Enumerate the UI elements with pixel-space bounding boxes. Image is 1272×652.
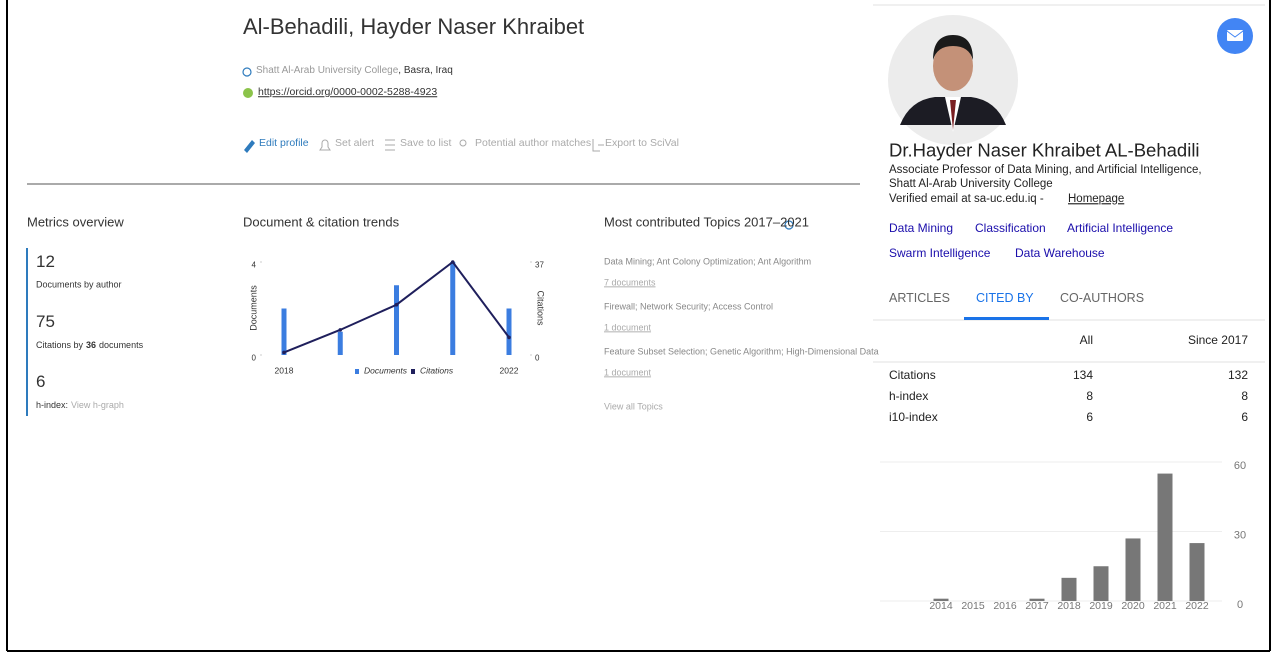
legend-swatch [411, 369, 415, 374]
bar [282, 309, 287, 356]
topic-count[interactable]: 1 document [604, 322, 652, 332]
x-tick-label: 2014 [929, 600, 953, 612]
table-cell: 8 [1241, 389, 1248, 403]
metrics-bar [26, 248, 28, 416]
bar [1094, 566, 1109, 601]
interest-link[interactable]: Classification [975, 221, 1046, 235]
metric-label-text: documents [99, 340, 144, 350]
table-header: Since 2017 [1188, 333, 1248, 347]
table-row-label: h-index [889, 389, 928, 403]
topic-count[interactable]: 1 document [604, 367, 652, 377]
line-point [395, 303, 399, 307]
topic-name: Data Mining; Ant Colony Optimization; An… [604, 256, 811, 266]
author-name: Al-Behadili, Hayder Naser Khraibet [243, 14, 584, 39]
line-point [451, 260, 455, 264]
metric-label-text: h-index: [36, 400, 68, 410]
action-button[interactable]: Save to list [400, 137, 451, 149]
table-cell: 8 [1086, 389, 1093, 403]
homepage-link[interactable]: Homepage [1068, 193, 1124, 205]
legend-label: Citations [420, 365, 454, 375]
bar [450, 262, 455, 355]
y-tick-label: 4 [252, 261, 257, 270]
active-tab-underline [964, 317, 1049, 320]
table-row-label: Citations [889, 368, 936, 382]
x-tick-label: 2015 [961, 600, 985, 612]
tab[interactable]: CITED BY [976, 291, 1034, 305]
scholar-position: Associate Professor of Data Mining, and … [889, 164, 1202, 176]
bar [1190, 543, 1205, 601]
view-all-topics[interactable]: View all Topics [604, 401, 663, 411]
x-tick-label: 2018 [275, 365, 294, 375]
x-tick-label: 2022 [1185, 600, 1209, 612]
x-tick-label: 2020 [1121, 600, 1145, 612]
table-header: All [1080, 333, 1093, 347]
interest-link[interactable]: Data Mining [889, 221, 953, 235]
bar [394, 285, 399, 355]
metric-value: 12 [36, 252, 55, 271]
interest-link[interactable]: Swarm Intelligence [889, 246, 991, 260]
legend-label: Documents [364, 365, 408, 375]
page: Al-Behadili, Hayder Naser Khraibet Shatt … [0, 0, 1272, 652]
y2-tick-label: 37 [535, 261, 544, 270]
orcid-icon [243, 88, 253, 98]
bar [507, 309, 512, 356]
tab[interactable]: CO-AUTHORS [1060, 291, 1144, 305]
action-button[interactable]: Potential author matches [475, 137, 591, 149]
affiliation-name: Shatt Al-Arab University College [256, 65, 399, 76]
metrics-title: Metrics overview [27, 215, 124, 230]
x-tick-label: 2017 [1025, 600, 1049, 612]
legend-swatch [355, 369, 359, 374]
x-tick-label: 2021 [1153, 600, 1177, 612]
x-tick-label: 2018 [1057, 600, 1081, 612]
tab[interactable]: ARTICLES [889, 291, 950, 305]
metric-label: h-index:View h-graph [36, 400, 124, 410]
interest-link[interactable]: Artificial Intelligence [1067, 221, 1173, 235]
h-graph-link[interactable]: View h-graph [71, 400, 124, 410]
chart-title: Document & citation trends [243, 215, 400, 230]
action-button[interactable]: Export to SciVal [605, 137, 679, 149]
table-row-label: i10-index [889, 410, 938, 424]
y-tick-label: 0 [1237, 599, 1243, 611]
bar [1062, 578, 1077, 601]
email-icon [1227, 30, 1243, 41]
scholar-name: Dr.Hayder Naser Khraibet AL-Behadili [889, 140, 1200, 161]
metric-value: 75 [36, 312, 55, 331]
bar [338, 332, 343, 355]
y-tick-label: 60 [1234, 460, 1246, 472]
bar [1126, 538, 1141, 601]
metric-label-count: 36 [86, 340, 96, 350]
line-point [507, 336, 511, 340]
table-cell: 132 [1228, 368, 1248, 382]
topic-count[interactable]: 7 documents [604, 277, 656, 287]
y-tick-label: 30 [1234, 530, 1246, 542]
metric-label-text: Citations by [36, 340, 84, 350]
topics-title: Most contributed Topics 2017–2021 [604, 215, 809, 230]
y2-tick-label: 0 [535, 354, 540, 363]
y-axis-title: Documents [248, 285, 258, 331]
action-button[interactable]: Edit profile [259, 137, 309, 149]
affiliation-location: , Basra, Iraq [398, 65, 452, 76]
action-button[interactable]: Set alert [335, 137, 374, 149]
table-cell: 6 [1241, 410, 1248, 424]
table-cell: 134 [1073, 368, 1093, 382]
topic-name: Feature Subset Selection; Genetic Algori… [604, 346, 879, 356]
affiliation: Shatt Al-Arab University College, Basra,… [256, 65, 453, 76]
interest-link[interactable]: Data Warehouse [1015, 246, 1105, 260]
scholar-email: Verified email at sa-uc.edu.iq - [889, 193, 1044, 205]
x-tick-label: 2016 [993, 600, 1017, 612]
line-point [338, 328, 342, 332]
scholar-position: Shatt Al-Arab University College [889, 178, 1053, 190]
metric-value: 6 [36, 372, 45, 391]
y2-axis-title: Citations [536, 290, 546, 326]
bar [1158, 474, 1173, 601]
x-tick-label: 2019 [1089, 600, 1113, 612]
table-cell: 6 [1086, 410, 1093, 424]
line-point [282, 351, 286, 355]
x-tick-label: 2022 [500, 365, 519, 375]
orcid-link[interactable]: https://orcid.org/0000-0002-5288-4923 [258, 86, 437, 98]
metric-label: Documents by author [36, 279, 122, 289]
topic-name: Firewall; Network Security; Access Contr… [604, 301, 773, 311]
y-tick-label: 0 [252, 354, 257, 363]
